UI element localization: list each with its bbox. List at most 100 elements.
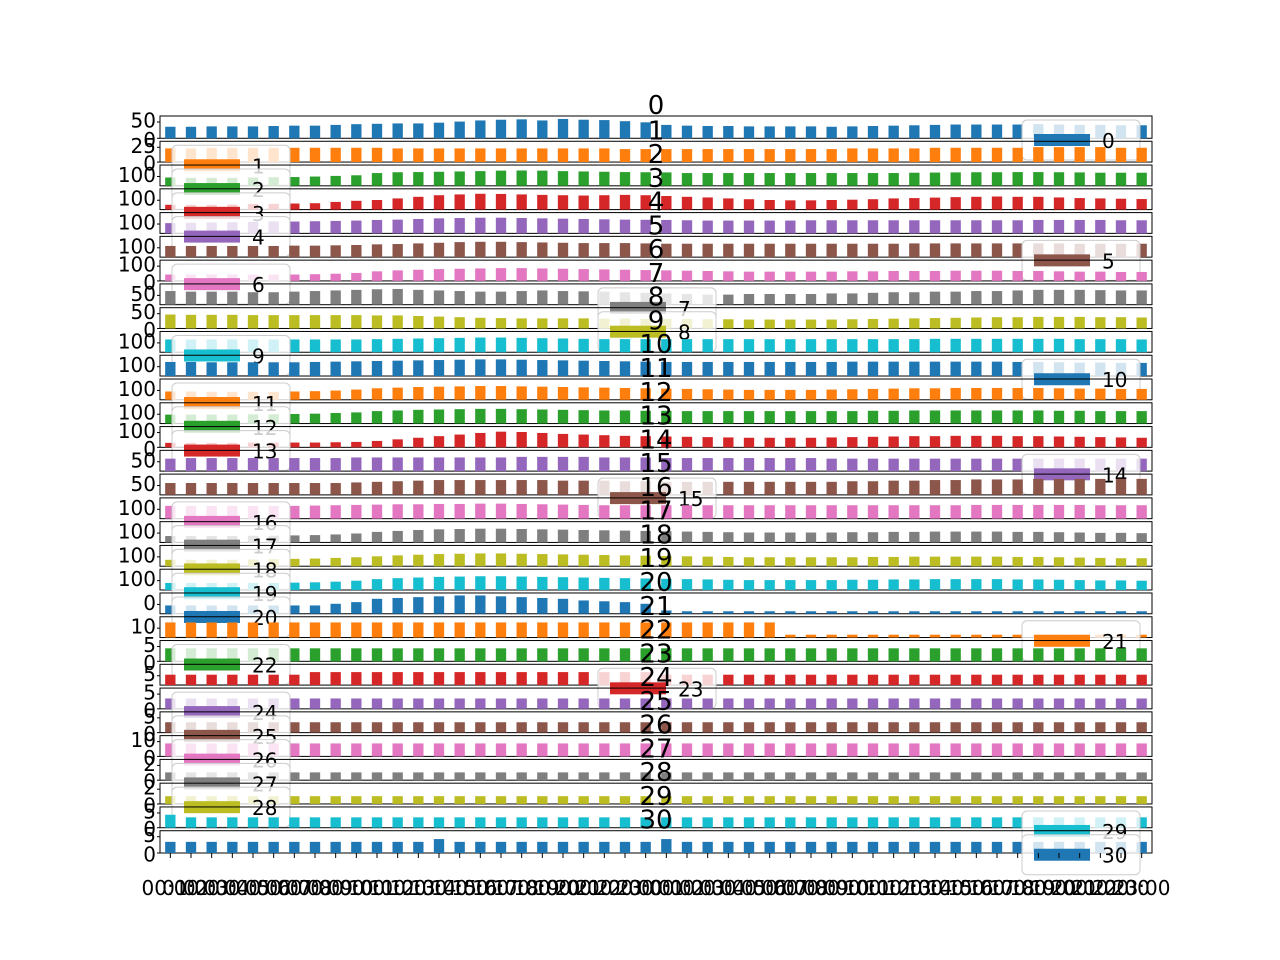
- bar: [826, 200, 837, 210]
- bar: [537, 409, 548, 424]
- bar: [723, 505, 734, 519]
- subplot-title: 19: [639, 544, 672, 574]
- bar: [929, 318, 941, 329]
- bar: [351, 361, 362, 377]
- bar: [537, 268, 548, 281]
- bar: [826, 339, 837, 353]
- bar: [413, 148, 424, 163]
- subplot-frame: [159, 758, 1153, 781]
- bar: [578, 243, 589, 258]
- subplot-title: 24: [639, 663, 672, 693]
- bar: [640, 122, 651, 139]
- y-tick-label: 0: [143, 746, 156, 770]
- bar: [681, 411, 693, 424]
- x-tick-label: 05:00: [245, 876, 303, 900]
- bar: [681, 149, 693, 163]
- bar: [661, 772, 672, 781]
- bar: [454, 409, 465, 424]
- bar: [371, 743, 383, 757]
- bar: [702, 361, 713, 377]
- subplot-frame: [159, 830, 1153, 854]
- bar: [888, 698, 899, 709]
- bar: [743, 772, 755, 781]
- bar: [165, 796, 176, 804]
- bar: [702, 173, 713, 186]
- bar: [309, 361, 321, 377]
- subplot-title: 9: [648, 306, 665, 336]
- bar: [805, 361, 817, 377]
- bar: [867, 556, 879, 567]
- bar: [351, 339, 362, 353]
- bar: [351, 622, 362, 638]
- bar: [599, 195, 610, 210]
- bar: [330, 290, 341, 305]
- bar: [537, 120, 548, 139]
- bar: [516, 672, 527, 686]
- bar: [537, 360, 548, 377]
- bar: [433, 148, 445, 163]
- bar: [805, 294, 817, 305]
- bar: [867, 634, 879, 638]
- bar: [1136, 458, 1147, 472]
- bar: [413, 577, 424, 590]
- bar: [888, 648, 899, 662]
- bar: [640, 195, 651, 210]
- bar: [309, 505, 321, 519]
- bar: [475, 528, 486, 543]
- bar: [1095, 743, 1106, 757]
- bar: [206, 362, 217, 377]
- x-tick-label: 08:00: [307, 876, 365, 900]
- bar: [413, 772, 424, 781]
- bar: [1012, 436, 1023, 448]
- bar: [599, 601, 610, 614]
- bar: [247, 622, 259, 638]
- bar: [330, 772, 341, 781]
- bar: [1053, 147, 1065, 163]
- y-tick-label: 50: [131, 282, 156, 306]
- bar: [991, 220, 1003, 234]
- bar: [309, 413, 321, 424]
- bar: [516, 841, 527, 853]
- bar: [413, 480, 424, 495]
- bar: [619, 172, 631, 186]
- bar: [351, 175, 362, 186]
- bar: [495, 576, 507, 590]
- bar: [309, 796, 321, 804]
- bar: [867, 220, 879, 234]
- bar: [557, 338, 569, 353]
- bar: [475, 743, 486, 757]
- bar: [723, 220, 734, 234]
- bar: [1033, 410, 1044, 424]
- bar: [702, 611, 713, 614]
- bar: [785, 580, 796, 590]
- bar: [165, 743, 176, 757]
- bar: [929, 436, 941, 448]
- x-tick-label: 23:00: [617, 876, 675, 900]
- bar: [805, 126, 817, 139]
- bar: [661, 817, 672, 828]
- bar: [723, 389, 734, 400]
- bar: [1115, 674, 1127, 686]
- bar: [537, 480, 548, 495]
- bar: [847, 293, 858, 305]
- bar: [805, 200, 817, 210]
- bar: [785, 817, 796, 828]
- bar: [433, 576, 445, 590]
- bar: [950, 817, 961, 828]
- bar: [537, 290, 548, 305]
- bar: [1012, 556, 1023, 567]
- bar: [495, 480, 507, 495]
- bar: [805, 458, 817, 472]
- bar: [454, 648, 465, 662]
- bar: [371, 123, 383, 139]
- bar: [971, 124, 982, 139]
- bar: [371, 772, 383, 781]
- bar: [640, 361, 651, 377]
- bar: [847, 722, 858, 733]
- bar: [413, 316, 424, 329]
- bar: [847, 674, 858, 686]
- bar: [454, 317, 465, 329]
- bar: [1053, 698, 1065, 709]
- bar: [929, 841, 941, 853]
- bar: [743, 271, 755, 281]
